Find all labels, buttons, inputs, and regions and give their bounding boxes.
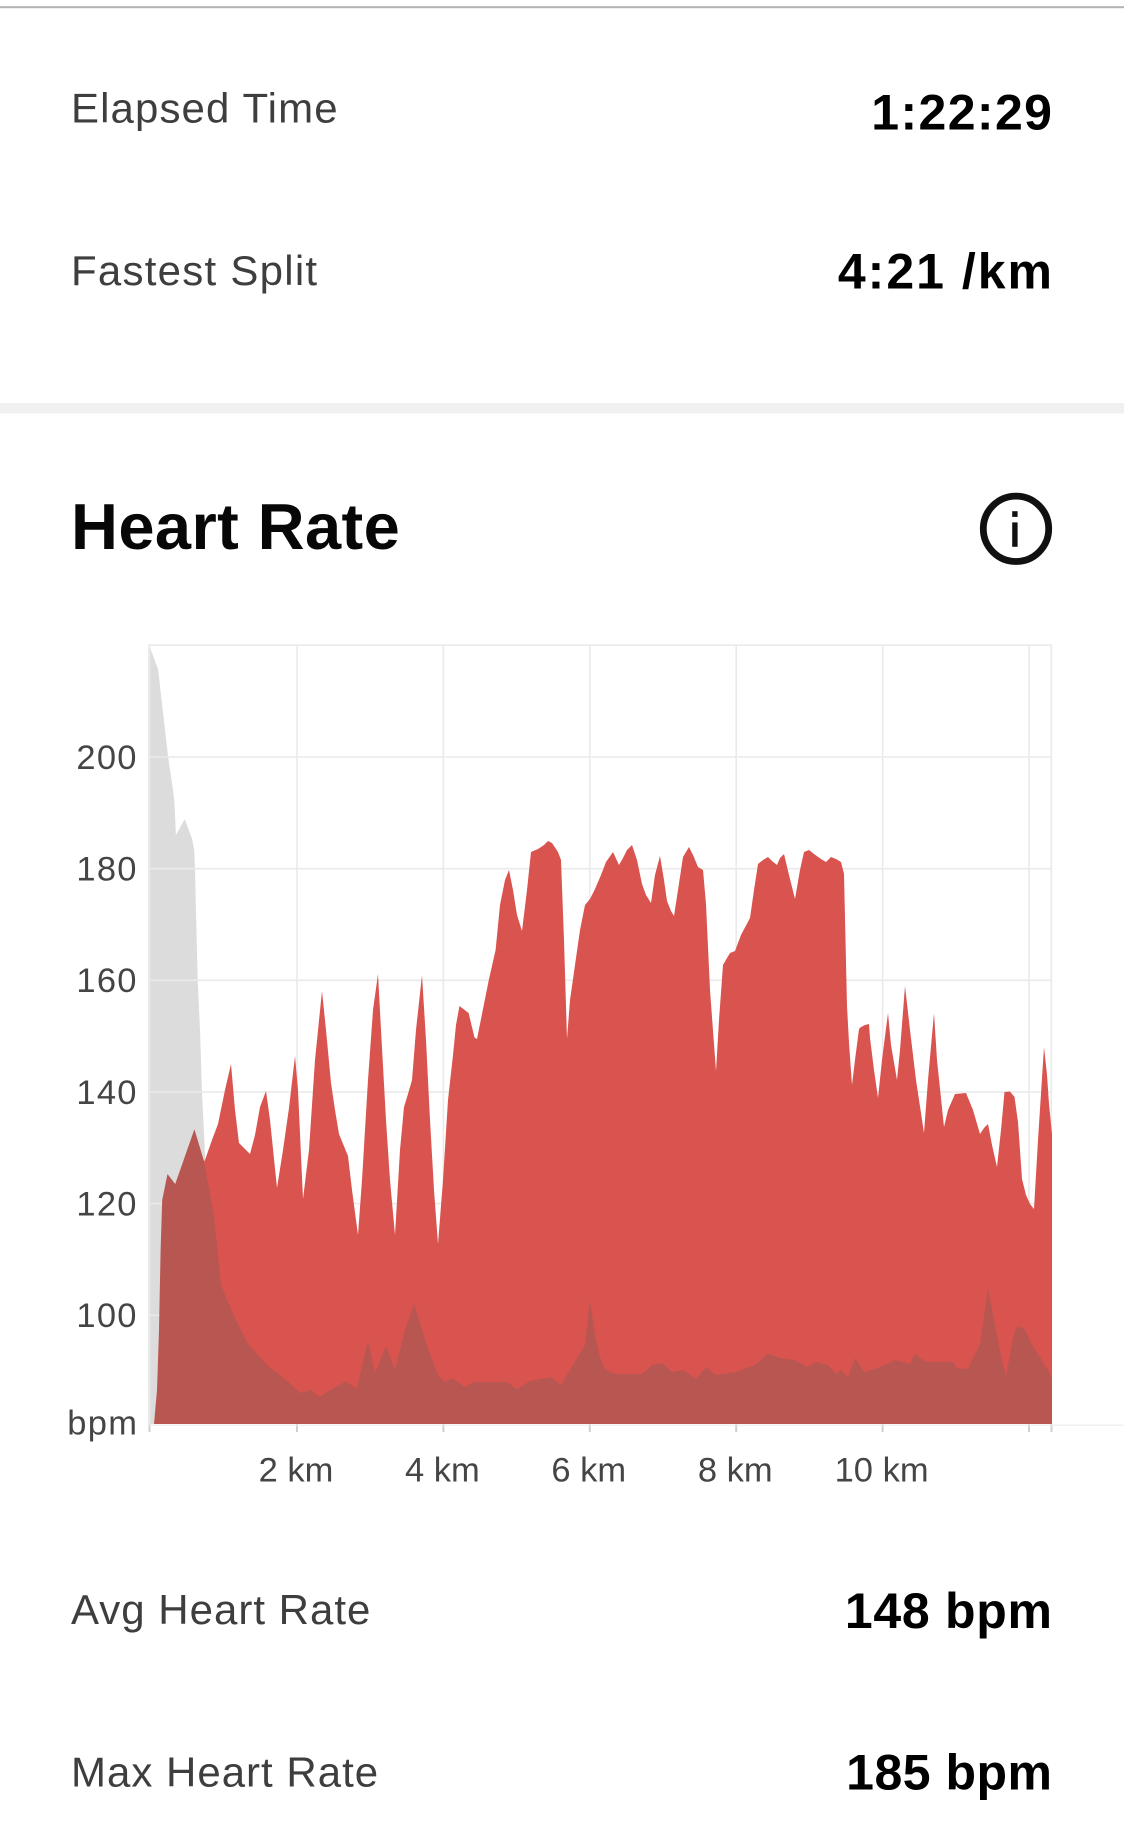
svg-text:148 bpm: 148 bpm [845,1583,1053,1639]
svg-text:140: 140 [76,1074,137,1112]
svg-text:180: 180 [76,851,137,889]
svg-text:4 km: 4 km [405,1452,480,1490]
svg-text:100: 100 [76,1297,137,1335]
svg-text:Fastest Split: Fastest Split [71,247,318,294]
svg-text:120: 120 [76,1186,137,1224]
svg-text:1:22:29: 1:22:29 [871,84,1053,140]
svg-text:2 km: 2 km [259,1452,334,1490]
svg-text:10 km: 10 km [835,1452,929,1490]
svg-text:Elapsed Time: Elapsed Time [71,85,339,132]
svg-text:160: 160 [76,962,137,1000]
svg-text:Avg Heart Rate: Avg Heart Rate [71,1586,371,1633]
svg-text:6 km: 6 km [551,1452,626,1490]
svg-text:4:21 /km: 4:21 /km [838,244,1054,300]
svg-text:200: 200 [76,739,137,777]
svg-text:185 bpm: 185 bpm [846,1745,1052,1801]
svg-text:8 km: 8 km [698,1452,773,1490]
svg-text:Max Heart Rate: Max Heart Rate [71,1749,379,1796]
svg-text:Heart Rate: Heart Rate [71,490,400,563]
svg-text:bpm: bpm [67,1405,138,1443]
